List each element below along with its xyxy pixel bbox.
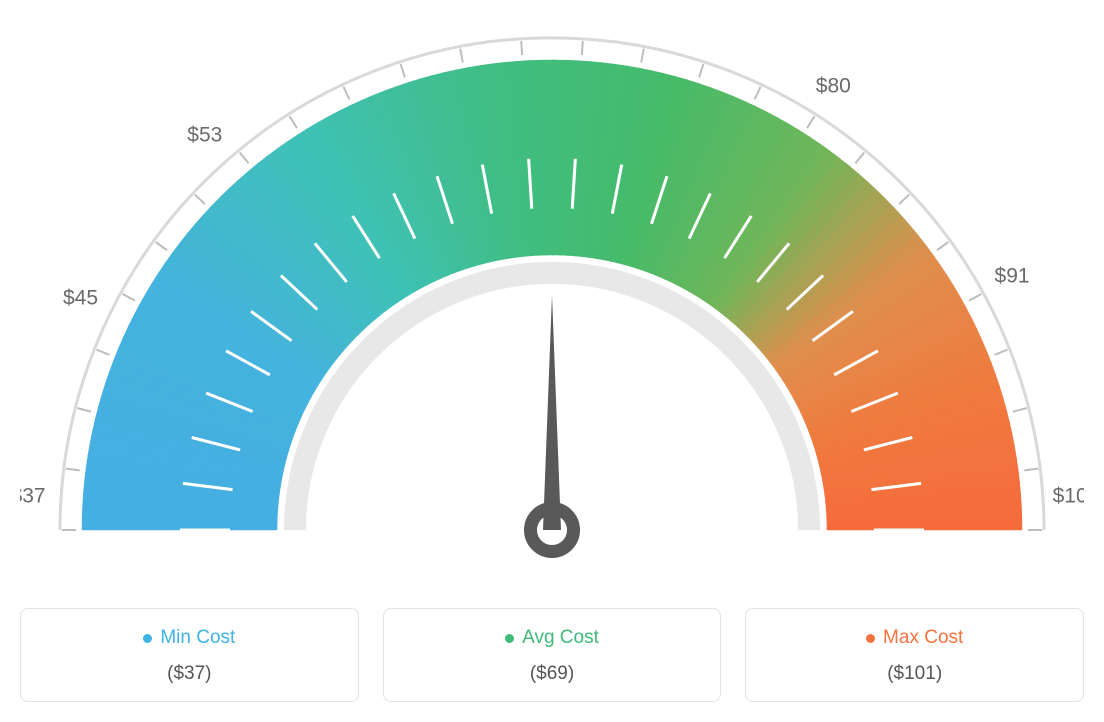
gauge-tick-label: $45: [63, 287, 98, 310]
outer-tick: [1013, 408, 1027, 411]
outer-tick: [240, 152, 249, 163]
outer-tick: [641, 49, 644, 63]
gauge-tick-label: $53: [187, 124, 222, 147]
outer-tick: [899, 195, 909, 205]
gauge-tick-label: $101: [1053, 485, 1084, 508]
legend-value-min: ($37): [31, 663, 348, 685]
outer-tick: [969, 294, 981, 301]
outer-tick: [755, 87, 761, 100]
legend-card-min: Min Cost ($37): [20, 608, 359, 702]
outer-tick: [1024, 469, 1038, 471]
outer-tick: [937, 242, 948, 250]
legend-label-min: Min Cost: [160, 627, 235, 649]
legend-card-max: Max Cost ($101): [745, 608, 1084, 702]
legend-value-avg: ($69): [394, 663, 711, 685]
outer-tick: [123, 294, 135, 301]
gauge-tick-label: $91: [995, 265, 1030, 288]
outer-tick: [195, 195, 205, 205]
outer-tick: [343, 87, 349, 100]
outer-tick: [855, 152, 864, 163]
outer-tick: [401, 64, 405, 77]
outer-tick: [77, 408, 91, 411]
outer-tick: [582, 41, 583, 55]
outer-tick: [66, 469, 80, 471]
outer-tick: [699, 64, 703, 77]
legend-dot-max: [866, 634, 875, 643]
legend-dot-min: [143, 634, 152, 643]
legend-value-max: ($101): [756, 663, 1073, 685]
gauge-svg: $37$45$53$69$80$91$101: [20, 20, 1084, 580]
legend-title-avg: Avg Cost: [505, 627, 599, 649]
legend-label-max: Max Cost: [883, 627, 963, 649]
legend-row: Min Cost ($37) Avg Cost ($69) Max Cost (…: [20, 608, 1084, 702]
outer-tick: [156, 242, 167, 250]
outer-tick: [460, 49, 463, 63]
outer-tick: [807, 116, 815, 128]
gauge-tick-label: $80: [816, 74, 851, 97]
outer-tick: [995, 350, 1008, 355]
outer-tick: [521, 41, 522, 55]
legend-title-min: Min Cost: [143, 627, 235, 649]
legend-label-avg: Avg Cost: [522, 627, 599, 649]
legend-dot-avg: [505, 634, 514, 643]
legend-card-avg: Avg Cost ($69): [383, 608, 722, 702]
gauge-needle: [543, 295, 561, 530]
outer-tick: [289, 116, 297, 128]
legend-title-max: Max Cost: [866, 627, 963, 649]
outer-tick: [96, 350, 109, 355]
cost-gauge-chart: $37$45$53$69$80$91$101 Min Cost ($37) Av…: [20, 20, 1084, 702]
gauge-tick-label: $37: [20, 485, 46, 508]
